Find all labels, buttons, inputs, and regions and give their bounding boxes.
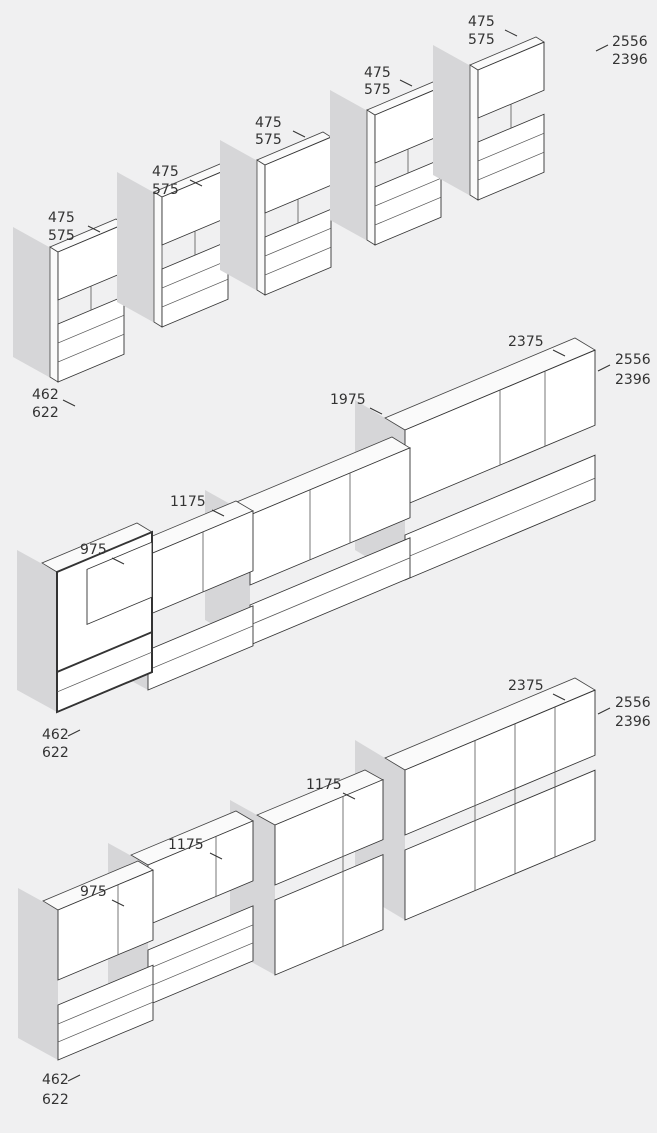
width-label: 2375 xyxy=(508,334,544,350)
width-label: 575 xyxy=(468,32,495,48)
diagram: 475 575 475 575 475 575 475 575 475 575 … xyxy=(0,0,657,1133)
width-label: 1975 xyxy=(330,392,366,408)
depth-label: 475 xyxy=(468,14,495,30)
module xyxy=(433,37,544,200)
cabinet xyxy=(17,338,595,712)
depth-label: 475 xyxy=(364,65,391,81)
height-min: 2396 xyxy=(615,714,651,730)
base-width: 622 xyxy=(42,1092,69,1108)
base-depth: 462 xyxy=(42,1072,69,1088)
width-label: 1175 xyxy=(168,837,204,853)
width-label: 1175 xyxy=(170,494,206,510)
width-label: 975 xyxy=(80,542,107,558)
height-max: 2556 xyxy=(615,695,651,711)
module xyxy=(330,82,441,245)
height-max: 2556 xyxy=(615,352,651,368)
height-max: 2556 xyxy=(612,34,648,50)
width-label: 975 xyxy=(80,884,107,900)
height-min: 2396 xyxy=(615,372,651,388)
width-label: 575 xyxy=(255,132,282,148)
height-min: 2396 xyxy=(612,52,648,68)
depth-label: 475 xyxy=(152,164,179,180)
cabinet xyxy=(18,678,595,1060)
width-label: 575 xyxy=(48,228,75,244)
width-label: 575 xyxy=(364,82,391,98)
width-label: 2375 xyxy=(508,678,544,694)
width-label: 575 xyxy=(152,182,179,198)
base-depth: 462 xyxy=(32,387,59,403)
base-width: 622 xyxy=(32,405,59,421)
base-depth: 462 xyxy=(42,727,69,743)
base-width: 622 xyxy=(42,745,69,761)
depth-label: 475 xyxy=(255,115,282,131)
width-label: 1175 xyxy=(306,777,342,793)
module xyxy=(220,132,331,295)
depth-label: 475 xyxy=(48,210,75,226)
